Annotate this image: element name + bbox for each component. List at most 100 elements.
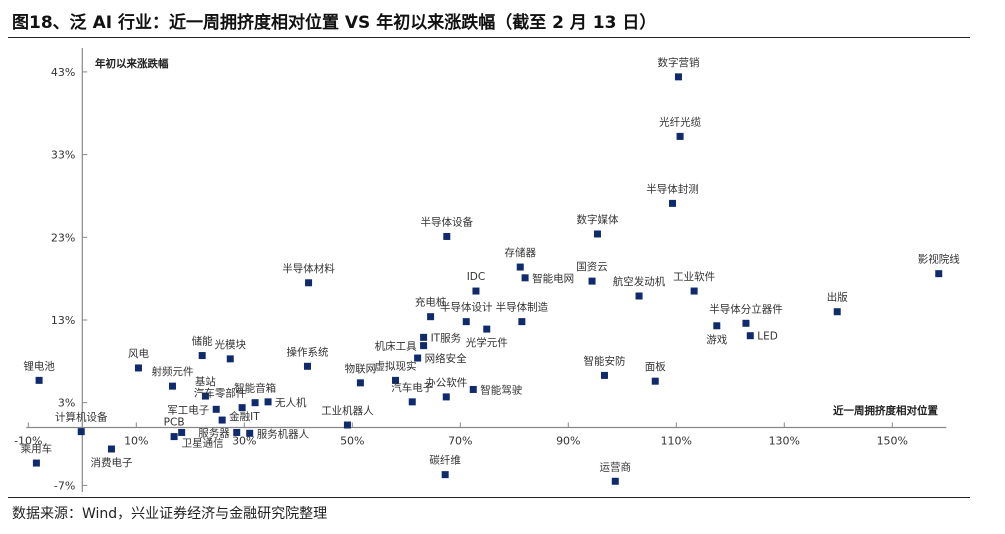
point-label: 无人机 <box>275 396 307 409</box>
point-marker <box>414 354 422 362</box>
point-marker <box>651 377 659 385</box>
point-marker <box>170 433 178 441</box>
point-label: 面板 <box>645 360 666 373</box>
point-label: 充电桩 <box>415 296 447 309</box>
data-point: 半导体设计 <box>440 301 493 326</box>
point-label: 服务器 <box>198 426 230 439</box>
point-marker <box>742 319 750 327</box>
point-label: 游戏 <box>706 333 727 346</box>
point-label: 储能 <box>192 335 213 348</box>
point-label: 智能音箱 <box>234 382 276 395</box>
point-label: 汽车零部件 <box>194 387 247 400</box>
y-tick-label: 43% <box>51 66 75 79</box>
x-tick-label: 10% <box>124 435 148 448</box>
point-marker <box>442 393 450 401</box>
data-point: LED <box>746 331 778 343</box>
point-marker <box>483 325 491 333</box>
point-marker <box>392 376 399 384</box>
data-point: 半导体设备 <box>421 215 474 240</box>
data-point: 面板 <box>645 360 666 385</box>
data-point: 卫星通信 <box>178 428 224 449</box>
point-label: 航空发动机 <box>613 275 666 288</box>
data-point: 操作系统 <box>286 345 329 370</box>
point-label: 光纤光缆 <box>659 115 701 128</box>
point-label: 国资云 <box>576 261 608 273</box>
data-point: 游戏 <box>706 322 728 346</box>
point-label: 半导体设计 <box>440 301 493 314</box>
point-label: 办公软件 <box>425 376 467 389</box>
data-point: 工业机器人 <box>321 404 374 429</box>
point-marker <box>264 398 272 406</box>
point-marker <box>356 379 364 387</box>
x-axis-title: 近一周拥挤度相对位置 <box>833 404 938 417</box>
point-marker <box>201 392 209 400</box>
point-label: 消费电子 <box>90 456 132 469</box>
point-marker <box>669 199 677 207</box>
data-point: 智能驾驶 <box>469 383 523 396</box>
point-marker <box>611 477 619 485</box>
point-marker <box>420 342 428 350</box>
point-label: 机床工具 <box>375 340 417 353</box>
data-point: 服务器 <box>198 426 241 439</box>
data-point: 存储器 <box>504 246 536 271</box>
point-label: 智能驾驶 <box>480 383 522 396</box>
point-label: 数字媒体 <box>576 213 618 226</box>
point-marker <box>343 421 351 429</box>
point-label: 智能安防 <box>583 354 625 367</box>
point-label: 光学元件 <box>466 336 508 349</box>
point-marker <box>32 459 40 467</box>
x-tick-label: 130% <box>769 435 800 448</box>
point-marker <box>226 355 234 363</box>
point-marker <box>462 318 470 326</box>
point-marker <box>713 322 721 330</box>
data-point: 网络安全 <box>414 352 467 365</box>
point-marker <box>233 428 241 436</box>
data-point: 物联网 <box>345 362 376 387</box>
point-marker <box>107 445 115 453</box>
point-marker <box>676 132 684 140</box>
axes: -10% 10% 30% 50% 70% 90% 110% 130% 150% -7% 3% 13% 2… <box>14 48 947 492</box>
point-label: 碳纤维 <box>429 454 461 467</box>
data-point: 金融IT <box>218 410 260 424</box>
point-label: 网络安全 <box>425 352 467 365</box>
point-label: 服务机器人 <box>257 427 310 440</box>
data-point: 虚拟现实 <box>375 359 417 384</box>
point-label: 风电 <box>128 347 149 360</box>
data-point: 办公软件 <box>425 376 467 401</box>
source-note: 数据来源：Wind，兴业证券经济与金融研究院整理 <box>12 506 328 522</box>
data-point: 消费电子 <box>90 445 132 469</box>
data-point: 碳纤维 <box>429 454 461 479</box>
y-axis-title: 年初以来涨跌幅 <box>95 57 169 70</box>
data-point: 汽车电子 <box>391 381 433 406</box>
point-label: 智能电网 <box>532 272 574 285</box>
data-point: 半导体封测 <box>646 182 699 207</box>
data-point: 基站 <box>195 375 216 400</box>
data-point: 光学元件 <box>466 325 508 349</box>
data-point: 运营商 <box>600 460 631 485</box>
point-label: 基站 <box>195 375 216 388</box>
point-label: 出版 <box>827 291 848 304</box>
x-tick-label: 30% <box>232 435 256 448</box>
point-marker <box>518 318 526 326</box>
y-tick-label: 13% <box>51 314 75 327</box>
point-marker <box>246 429 254 437</box>
data-point: 风电 <box>128 347 149 372</box>
data-point: 乘用车 <box>21 442 52 467</box>
data-point: 半导体制造 <box>496 301 549 326</box>
data-point: 光纤光缆 <box>659 115 702 140</box>
point-marker <box>178 428 186 436</box>
point-marker <box>588 277 596 285</box>
data-point: 半导体材料 <box>282 262 335 287</box>
point-marker <box>251 399 259 407</box>
data-point: 国资云 <box>576 261 608 285</box>
point-marker <box>420 333 428 341</box>
point-label: PCB <box>164 417 185 429</box>
data-point: IDC <box>467 271 485 295</box>
data-point: 航空发动机 <box>613 275 666 300</box>
point-label: 存储器 <box>504 246 536 259</box>
data-point: IT服务 <box>420 331 462 344</box>
data-point: 数字媒体 <box>576 213 619 238</box>
data-point: 光模块 <box>215 338 247 363</box>
data-point: 半导体分立器件 <box>709 302 783 327</box>
point-label: 半导体材料 <box>282 262 335 275</box>
